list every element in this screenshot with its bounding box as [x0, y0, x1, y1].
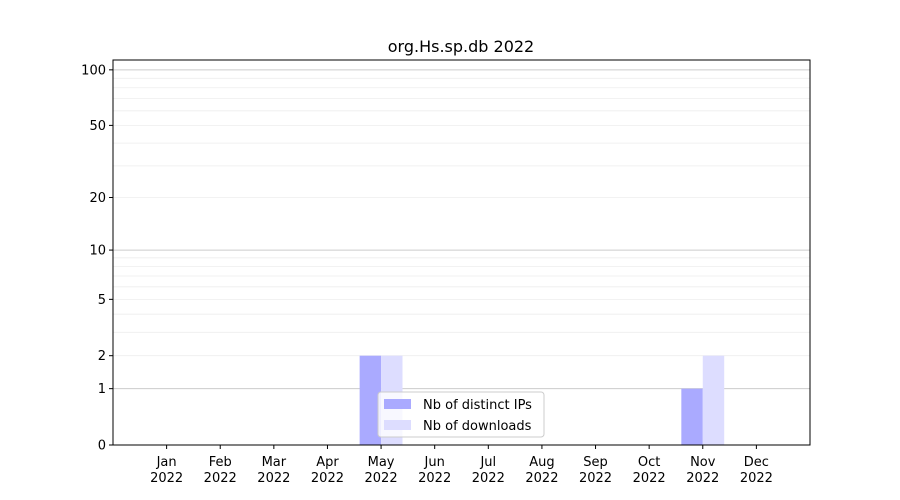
x-tick-label: Dec 2022	[740, 455, 773, 486]
x-tick-label: Mar 2022	[257, 455, 290, 486]
y-tick-label: 5	[98, 293, 106, 308]
y-tick-label: 10	[89, 244, 106, 259]
x-tick-label: Sep 2022	[579, 455, 612, 486]
y-tick-label: 2	[98, 349, 106, 364]
x-tick-label: May 2022	[365, 455, 398, 486]
y-tick-label: 1	[98, 382, 106, 397]
bar-ips	[681, 388, 703, 445]
x-tick-label: Jul 2022	[472, 455, 505, 486]
legend-box	[377, 391, 545, 438]
x-tick-label: Apr 2022	[311, 455, 344, 486]
x-tick-label: Feb 2022	[204, 455, 237, 486]
legend-swatch-ips	[384, 399, 411, 409]
bar-ips	[359, 355, 382, 445]
y-tick-label: 100	[81, 63, 106, 78]
y-tick-label: 20	[89, 191, 106, 206]
x-tick-label: Aug 2022	[525, 455, 558, 486]
chart-title: org.Hs.sp.db 2022	[388, 37, 534, 56]
x-tick-label: Jun 2022	[418, 455, 451, 486]
y-axis: 0 1 2 5 10 20 50 100	[81, 63, 113, 454]
y-tick-label: 0	[98, 439, 106, 454]
legend: Nb of distinct IPs Nb of downloads	[377, 391, 545, 438]
legend-label-downloads: Nb of downloads	[423, 419, 532, 434]
y-tick-label: 50	[89, 119, 106, 134]
x-tick-label: Oct 2022	[633, 455, 666, 486]
x-tick-label: Jan 2022	[150, 455, 183, 486]
bar-downloads	[702, 355, 725, 445]
x-axis: Jan 2022 Feb 2022 Mar 2022 Apr 2022 May 2022 Jun 20…	[150, 445, 773, 486]
x-tick-label: Nov 2022	[686, 455, 719, 486]
grid	[113, 69, 810, 390]
axes-frame	[112, 59, 811, 446]
legend-swatch-downloads	[384, 420, 411, 430]
legend-label-ips: Nb of distinct IPs	[423, 398, 532, 413]
